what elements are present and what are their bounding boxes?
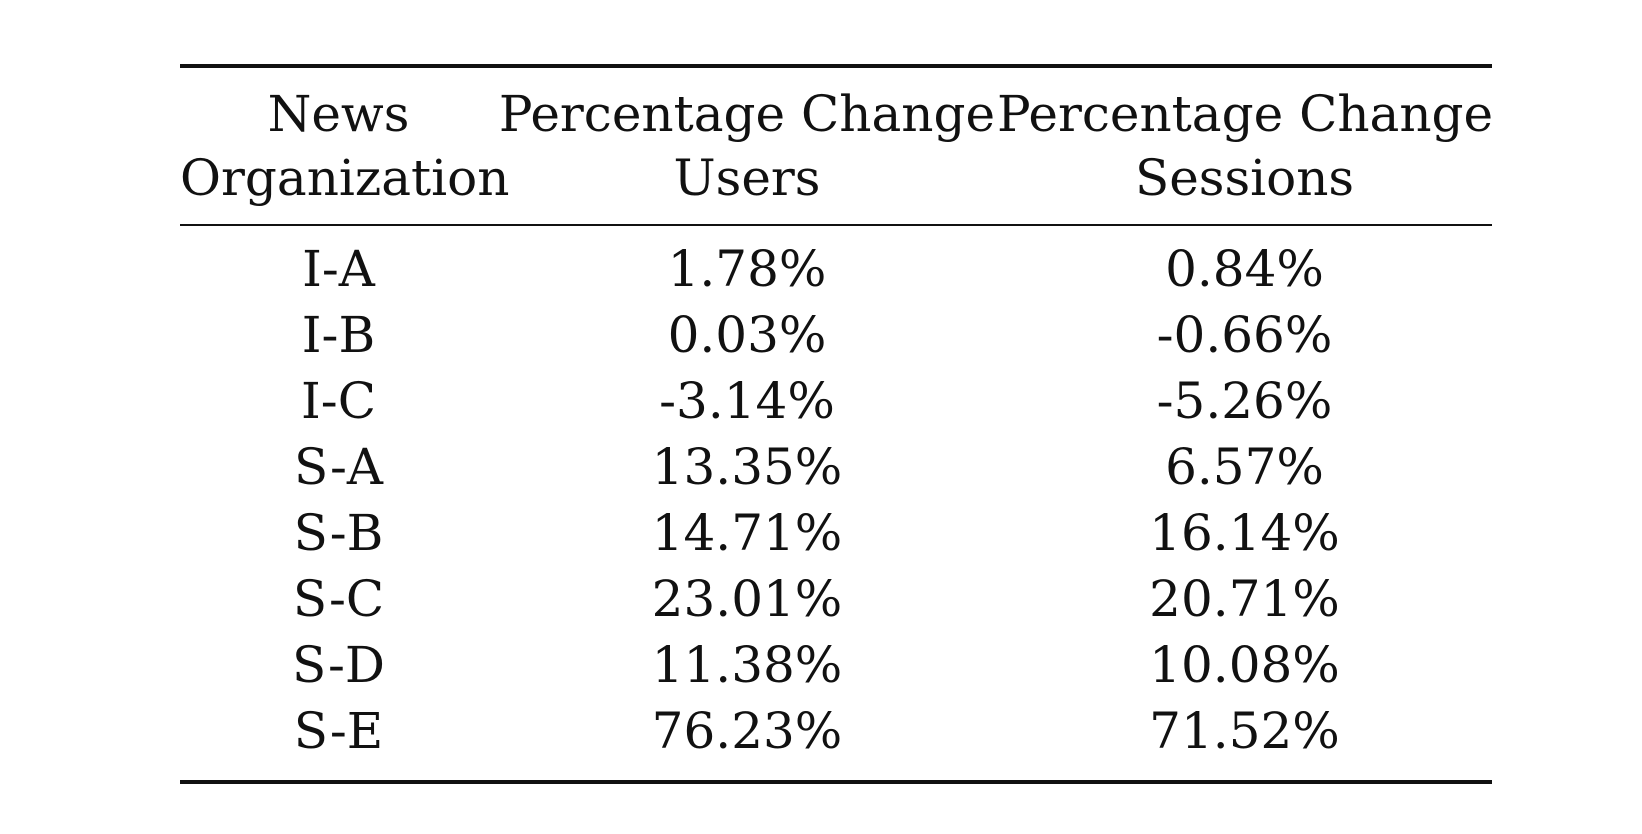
cell-sessions-change: 16.14% bbox=[1149, 504, 1340, 562]
cell-users-change: 11.38% bbox=[651, 636, 843, 694]
table-row: I-A 1.78% 0.84% bbox=[180, 225, 1492, 302]
cell-organization: I-C bbox=[301, 372, 376, 430]
cell-sessions-change: 71.52% bbox=[1149, 702, 1340, 760]
header-line: Organization bbox=[180, 149, 510, 207]
table-body: I-A 1.78% 0.84% I-B 0.03% -0.66% I-C -3.… bbox=[180, 225, 1492, 782]
header-row: News Organization Percentage Change User… bbox=[180, 66, 1494, 225]
table-row: S-A 13.35% 6.57% bbox=[180, 434, 1492, 500]
cell-sessions-change: -5.26% bbox=[1156, 372, 1333, 430]
cell-organization: S-A bbox=[293, 438, 384, 496]
cell-users-change: 23.01% bbox=[651, 570, 843, 628]
cell-organization: S-D bbox=[291, 636, 386, 694]
cell-users-change: 13.35% bbox=[651, 438, 843, 496]
cell-sessions-change: 10.08% bbox=[1149, 636, 1340, 694]
cell-users-change: 0.03% bbox=[667, 306, 827, 364]
header-line: Sessions bbox=[1134, 149, 1355, 207]
header-percentage-change-sessions: Percentage Change Sessions bbox=[997, 66, 1494, 225]
cell-sessions-change: 20.71% bbox=[1149, 570, 1340, 628]
cell-users-change: -3.14% bbox=[659, 372, 835, 430]
table-row: I-B 0.03% -0.66% bbox=[180, 302, 1492, 368]
cell-users-change: 1.78% bbox=[667, 240, 827, 298]
cell-organization: S-C bbox=[292, 570, 385, 628]
header-line: News bbox=[267, 85, 410, 143]
cell-organization: I-A bbox=[302, 240, 375, 298]
cell-users-change: 14.71% bbox=[651, 504, 843, 562]
cell-users-change: 76.23% bbox=[651, 702, 843, 760]
header-line: Percentage Change bbox=[997, 85, 1494, 143]
header-news-organization: News Organization bbox=[180, 66, 510, 225]
table-row: S-E 76.23% 71.52% bbox=[180, 698, 1492, 782]
header-line: Percentage Change bbox=[498, 85, 996, 143]
cell-organization: S-E bbox=[293, 702, 384, 760]
table-header: News Organization Percentage Change User… bbox=[180, 66, 1494, 225]
cell-organization: S-B bbox=[293, 504, 384, 562]
cell-sessions-change: 0.84% bbox=[1165, 240, 1324, 298]
table-row: S-B 14.71% 16.14% bbox=[180, 500, 1492, 566]
cell-sessions-change: -0.66% bbox=[1156, 306, 1333, 364]
table-row: S-D 11.38% 10.08% bbox=[180, 632, 1492, 698]
header-percentage-change-users: Percentage Change Users bbox=[497, 66, 997, 225]
header-line: Users bbox=[673, 149, 821, 207]
cell-organization: I-B bbox=[301, 306, 376, 364]
data-table-container: News Organization Percentage Change User… bbox=[180, 64, 1494, 784]
cell-sessions-change: 6.57% bbox=[1165, 438, 1324, 496]
table-row: I-C -3.14% -5.26% bbox=[180, 368, 1492, 434]
data-table: News Organization Percentage Change User… bbox=[180, 64, 1494, 784]
table-row: S-C 23.01% 20.71% bbox=[180, 566, 1492, 632]
